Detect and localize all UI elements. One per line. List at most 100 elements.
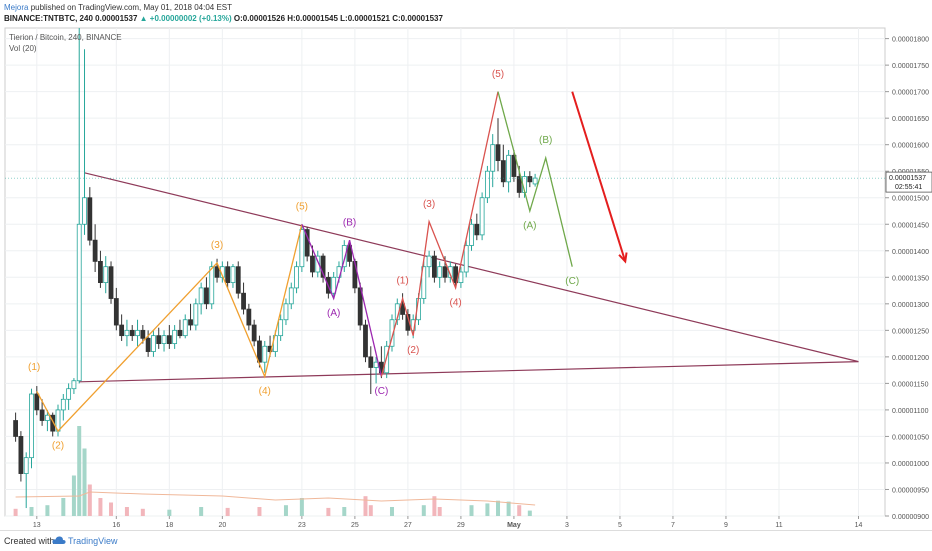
symbol-line: BINANCE:TNTBTC, 240 0.00001537 ▲ +0.0000…	[4, 13, 443, 24]
y-tick-label: 0.00000900	[892, 514, 929, 521]
volume-bar	[437, 507, 442, 516]
wave-label: (5)	[492, 69, 504, 80]
candle-body	[166, 335, 172, 345]
candle-body	[18, 436, 24, 474]
candle-body	[299, 229, 305, 268]
candle-body	[82, 197, 87, 225]
candle-body	[485, 170, 490, 199]
volume-bar	[506, 501, 511, 516]
y-tick-label: 0.00001750	[892, 63, 929, 70]
volume-bar	[527, 510, 532, 516]
volume-bar	[45, 505, 50, 516]
author-link[interactable]: Mejora	[4, 3, 29, 12]
volume-bar	[98, 498, 103, 516]
y-tick-label: 0.00001800	[892, 37, 929, 44]
down-arrow-head-icon	[618, 252, 628, 264]
x-tick-label: 18	[165, 522, 173, 529]
last-price-box	[885, 171, 932, 193]
candle-body	[506, 154, 512, 183]
candle-body	[177, 329, 183, 337]
candle-body	[39, 409, 45, 421]
y-tick-label: 0.00001450	[892, 222, 929, 229]
candle-body	[29, 393, 34, 459]
volume-bar	[368, 505, 373, 516]
candle-body	[400, 303, 405, 315]
volume-bar	[469, 505, 474, 516]
candle-body	[453, 266, 459, 284]
candle-body	[384, 345, 390, 374]
candle-body	[315, 255, 321, 273]
volume-bar	[432, 496, 437, 516]
y-tick-label: 0.00001150	[892, 381, 929, 388]
candle-body	[45, 414, 50, 421]
footer: Created with TradingView	[0, 530, 932, 551]
volume-bar	[517, 505, 522, 516]
wave-label: (1)	[28, 362, 40, 373]
wave-label: (5)	[296, 201, 308, 212]
candle-body	[421, 266, 427, 299]
wave-label: (C)	[565, 276, 579, 287]
tradingview-cloud-icon	[52, 536, 66, 544]
y-tick-label: 0.00001200	[892, 355, 929, 362]
volume-bar	[421, 505, 426, 516]
volume-bar	[109, 502, 114, 516]
candle-body	[214, 266, 220, 278]
candle-body	[235, 266, 241, 294]
pane-title: Tierion / Bitcoin, 240, BINANCE	[9, 33, 122, 42]
candle-body	[172, 329, 178, 345]
candle-body	[161, 335, 167, 345]
volume-bar	[299, 498, 304, 516]
candle-body	[108, 266, 114, 299]
candle-body	[458, 271, 464, 284]
x-tick-label: 11	[775, 522, 782, 529]
last-price: 0.00001537	[95, 14, 138, 23]
candle-body	[320, 255, 326, 278]
candle-body	[151, 335, 156, 352]
candle-body	[288, 287, 294, 305]
candle-body	[341, 245, 347, 268]
candle-body	[204, 287, 209, 305]
candle-body	[262, 345, 268, 363]
candle-body	[188, 319, 193, 326]
candle-body	[129, 329, 135, 337]
tradingview-brand[interactable]: TradingView	[68, 536, 118, 546]
x-tick-label: 20	[218, 522, 226, 529]
candle-body	[368, 356, 374, 368]
candle-body	[124, 329, 130, 337]
x-tick-label: 5	[618, 522, 622, 529]
y-tick-label: 0.00001250	[892, 328, 929, 335]
wave-label: (4)	[449, 297, 461, 308]
candle-body	[442, 266, 448, 278]
wave-label: (A)	[523, 221, 536, 232]
volume-bar	[61, 498, 66, 516]
wave-label: (3)	[423, 199, 435, 210]
candle-body	[140, 329, 146, 339]
wave-label: (C)	[374, 386, 388, 397]
candle-body	[479, 197, 485, 236]
x-tick-label: 25	[351, 522, 359, 529]
y-tick-label: 0.00001000	[892, 461, 929, 468]
y-tick-label: 0.00001300	[892, 302, 929, 309]
candle-body	[193, 303, 199, 326]
volume-bar	[225, 507, 230, 516]
candle-body	[60, 398, 66, 411]
triangle-lower-line	[79, 361, 859, 383]
countdown-label: 02:55:41	[895, 184, 922, 191]
x-tick-label: 13	[33, 522, 41, 529]
candle-body	[447, 266, 453, 278]
candle-body	[198, 287, 204, 305]
volume-bar	[485, 503, 490, 516]
y-tick-label: 0.00001350	[892, 275, 929, 282]
candle-body	[98, 260, 103, 284]
chart-header: Mejora published on TradingView.com, May…	[0, 0, 932, 26]
x-tick-label: 3	[565, 522, 569, 529]
volume-bar	[257, 507, 262, 516]
price-change: ▲ +0.00000002 (+0.13%)	[139, 14, 232, 23]
candle-body	[113, 298, 119, 326]
wave-line-projection	[497, 91, 573, 267]
down-arrow-line	[571, 91, 627, 262]
candle-body	[209, 266, 215, 305]
wave-label: (3)	[211, 240, 223, 251]
candle-body	[182, 319, 188, 337]
